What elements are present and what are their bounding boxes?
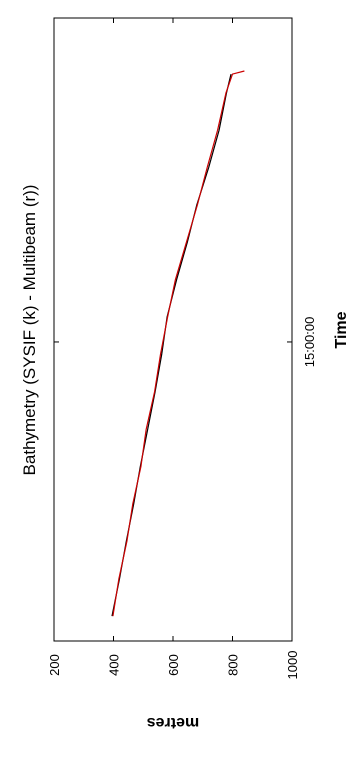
y-axis-title: metres [147,714,200,731]
y-axis-ticks: 200 400 600 800 1000 [47,18,300,679]
y-tick-label: 1000 [285,651,300,680]
series-line-2 [112,70,245,617]
y-tick-label: 400 [107,654,122,676]
y-tick-label: 600 [166,654,181,676]
y-tick-label: 800 [226,654,241,676]
y-tick-label: 200 [47,654,62,676]
series-group [111,70,245,617]
plot-frame [53,17,293,642]
x-tick-label: 15:00:00 [302,317,317,368]
x-axis-ticks: 15:00:00 [54,317,317,368]
plot-area: 200 400 600 800 1000 15:00:00 [47,17,317,679]
x-axis-title: Time [333,311,350,348]
chart-title: Bathymetry (SYSIF (k) - Multibeam (r)) [20,185,39,476]
